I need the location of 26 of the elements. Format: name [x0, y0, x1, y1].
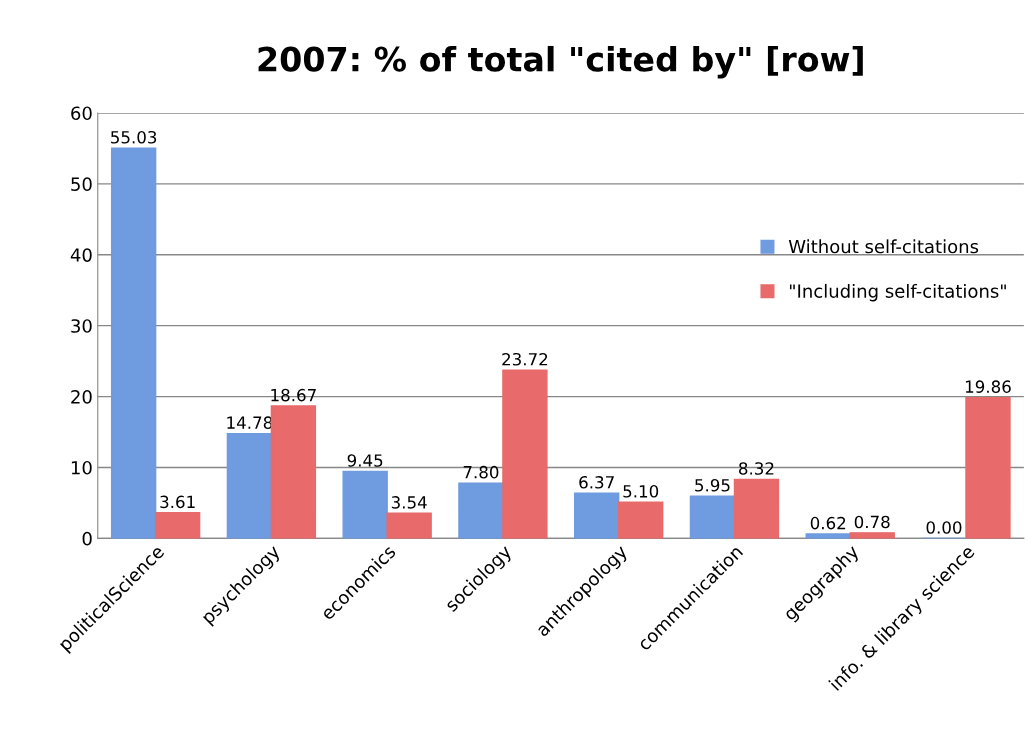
data-label: 6.37 [579, 476, 614, 489]
data-label: 0.78 [854, 515, 890, 529]
y-tick-label: 60 [71, 106, 92, 121]
data-label: 0.62 [810, 516, 846, 530]
data-label: 18.67 [271, 388, 316, 402]
data-label: 9.45 [347, 454, 383, 467]
data-label: 3.61 [160, 495, 195, 509]
data-label: 5.95 [695, 478, 730, 492]
data-label: 19.86 [965, 380, 1011, 393]
legend-label: "Including self-citations" [789, 283, 1006, 302]
y-tick-label: 50 [71, 177, 92, 191]
data-label: 8.32 [739, 462, 774, 475]
data-label: 55.03 [111, 130, 157, 144]
y-tick-label: 10 [71, 460, 92, 475]
legend-label: Without self-citations [788, 239, 979, 254]
data-label: 14.78 [227, 416, 273, 429]
y-tick-label: 20 [71, 390, 92, 404]
data-label: 23.72 [502, 352, 548, 366]
y-tick-label: 40 [70, 248, 92, 262]
data-label: 3.54 [391, 496, 427, 509]
data-label: 7.80 [463, 465, 499, 479]
data-label: 5.10 [623, 485, 659, 498]
y-tick-label: 30 [71, 319, 92, 333]
chart-title: 2007: % of total "cited by" [row] [258, 45, 863, 79]
y-tick-label: 0 [82, 531, 92, 546]
data-label: 0.00 [926, 521, 962, 534]
